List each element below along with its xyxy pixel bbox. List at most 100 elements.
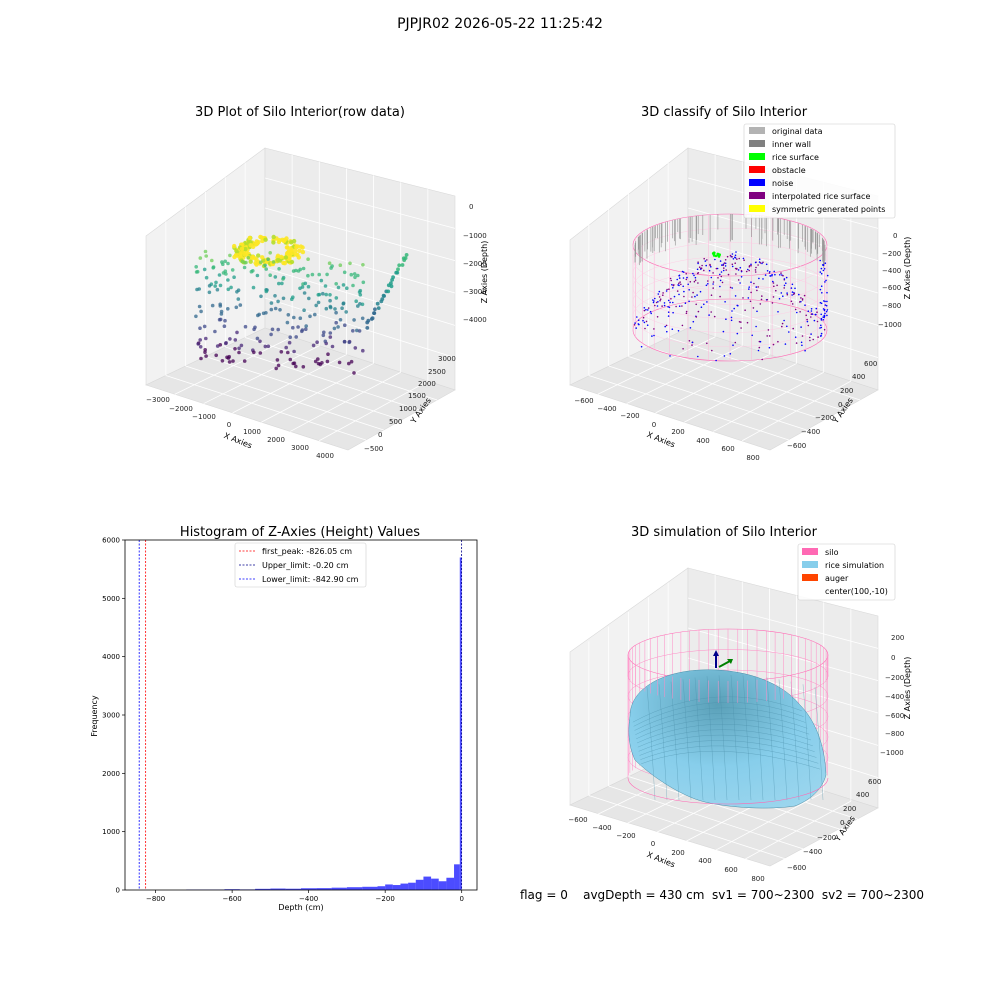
noise-point (688, 300, 690, 303)
noise-point (663, 302, 666, 304)
histogram-bar (285, 888, 301, 890)
histogram-x-ticks: −800 −600 −400 −200 0 (146, 890, 464, 903)
noise-point (667, 299, 670, 302)
scatter-point (334, 310, 338, 315)
scatter-point (232, 243, 237, 249)
scatter-point (397, 263, 402, 268)
noise-point (825, 304, 828, 307)
mesh-line (766, 677, 776, 801)
panel1-xtick: −2000 (169, 405, 193, 413)
panel1-ytick: 0 (378, 431, 382, 439)
noise-point (769, 275, 771, 277)
rice-surface-point (713, 251, 716, 255)
scatter-point (304, 324, 309, 328)
interpolated-point (727, 273, 730, 276)
mesh-line (706, 676, 716, 801)
interpolated-point (753, 282, 755, 285)
mesh-line (635, 713, 808, 735)
noise-point (714, 258, 716, 261)
scatter-point (319, 278, 324, 283)
scatter-point (252, 350, 256, 355)
scatter-point (296, 325, 300, 329)
scatter-point (352, 371, 356, 375)
scatter-point (296, 255, 301, 260)
interpolated-point (781, 322, 784, 325)
histogram-bar (301, 888, 317, 890)
noise-point (708, 269, 711, 272)
interpolated-point (729, 254, 732, 257)
panel2-xtick: 200 (671, 428, 684, 436)
scatter-point (338, 318, 343, 322)
legend-swatch-auger (802, 574, 818, 581)
scatter-point (321, 291, 325, 296)
interpolated-point (683, 295, 685, 298)
interpolated-point (707, 280, 709, 282)
noise-point (692, 320, 695, 323)
interpolated-point (647, 307, 650, 309)
interpolated-point (695, 316, 698, 318)
interpolated-point (809, 339, 811, 342)
interpolated-point (812, 338, 814, 341)
scatter-point (218, 283, 223, 288)
noise-point (653, 334, 655, 337)
scatter-point (293, 252, 299, 257)
interpolated-point (688, 340, 691, 342)
interpolated-point (738, 321, 741, 323)
panel1-ytick: −500 (364, 445, 383, 453)
panel1-xtick: 3000 (291, 444, 309, 452)
scatter-point (354, 299, 359, 304)
interpolated-point (750, 264, 752, 267)
interpolated-point (776, 284, 778, 287)
mesh-line (639, 740, 817, 758)
scatter-point (341, 283, 346, 287)
scatter-point (284, 345, 289, 350)
interpolated-point (772, 282, 775, 284)
noise-point (750, 263, 752, 266)
noise-point (783, 319, 785, 322)
panel1-ztick: −4000 (463, 316, 487, 324)
panel2-ztick: −400 (882, 267, 901, 275)
panel2-xtick: −200 (620, 412, 639, 420)
histogram-bar (408, 882, 416, 890)
scatter-point (277, 238, 282, 243)
panel2-ytick: 200 (840, 387, 853, 395)
noise-point (721, 264, 723, 266)
scatter-point (218, 302, 222, 307)
noise-point (811, 313, 814, 315)
noise-point (699, 290, 702, 293)
noise-point (652, 299, 654, 301)
noise-point (687, 283, 689, 286)
noise-point (765, 263, 768, 266)
scatter-point (389, 284, 394, 289)
panel1-xtick: −3000 (146, 396, 170, 404)
noise-point (654, 297, 656, 300)
interpolated-point (697, 261, 699, 264)
noise-point (806, 320, 809, 323)
mesh-line (633, 702, 804, 727)
histogram-bar (438, 881, 447, 890)
noise-point (700, 306, 703, 309)
panel4-ztick: −800 (885, 730, 904, 738)
interpolated-point (722, 264, 724, 267)
legend-swatch-inner-wall (749, 140, 765, 147)
panel2-title: 3D classify of Silo Interior (641, 105, 808, 120)
interpolated-point (750, 291, 752, 294)
noise-point (736, 332, 739, 335)
noise-point (742, 257, 745, 260)
scatter-point (203, 249, 208, 254)
panel2-ztick: −800 (882, 302, 901, 310)
interpolated-point (695, 303, 697, 306)
scatter-point (234, 305, 239, 310)
scatter-point (210, 258, 214, 263)
noise-point (720, 271, 723, 273)
noise-point (658, 290, 661, 293)
scatter-point (343, 323, 347, 328)
noise-point (786, 292, 788, 294)
noise-point (820, 332, 823, 335)
interpolated-point (681, 324, 684, 327)
scatter-point (291, 361, 296, 366)
noise-point (822, 319, 825, 321)
noise-point (755, 325, 757, 328)
panel1-ytick: 2000 (418, 380, 436, 388)
interpolated-point (676, 290, 679, 292)
